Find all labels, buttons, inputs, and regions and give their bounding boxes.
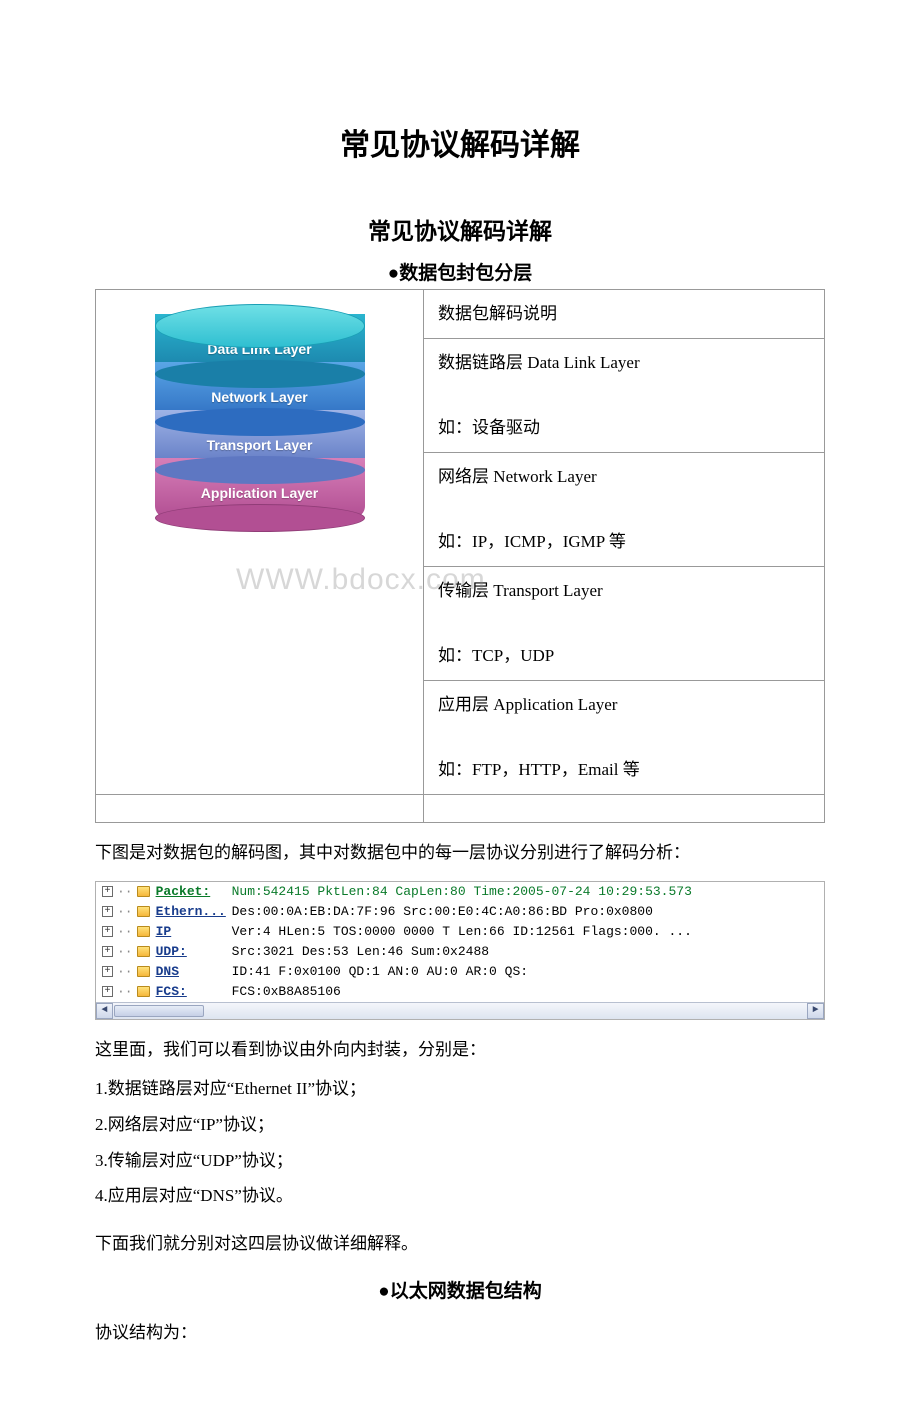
cylinder-label: Application Layer [155, 480, 365, 507]
packet-field-icon [137, 906, 150, 917]
packet-decode-panel: + ·· Packet: Num:542415 PktLen:84 CapLen:80… [95, 881, 825, 1020]
tree-expand-icon[interactable]: + [102, 946, 113, 957]
desc-text: 应用层 Application Layer [438, 695, 617, 714]
decode-detail-text: FCS:0xB8A85106 [232, 983, 341, 1001]
packet-field-icon [137, 946, 150, 957]
paragraph-after: 这里面，我们可以看到协议由外向内封装，分别是： [95, 1032, 825, 1068]
decode-row[interactable]: + ·· FCS: FCS:0xB8A85106 [96, 982, 824, 1002]
tree-connector-icon: ·· [117, 963, 133, 981]
desc-text: 数据包解码说明 [438, 304, 557, 323]
layer-desc-cell: 数据链路层 Data Link Layer 如：设备驱动 [424, 339, 825, 453]
cylinder-top-cap [155, 304, 365, 348]
desc-text: 传输层 Transport Layer [438, 581, 603, 600]
title-sub: 常见协议解码详解 [95, 212, 825, 246]
decode-detail-text: Num:542415 PktLen:84 CapLen:80 Time:2005… [232, 883, 692, 901]
desc-text: 如：FTP，HTTP，Email 等 [438, 760, 640, 779]
tree-connector-icon: ·· [117, 983, 133, 1001]
decode-row[interactable]: + ·· IP Ver:4 HLen:5 TOS:0000 0000 T Len:66… [96, 922, 824, 942]
tree-expand-icon[interactable]: + [102, 906, 113, 917]
protocol-label: UDP: [156, 943, 220, 961]
tree-expand-icon[interactable]: + [102, 886, 113, 897]
layer-cylinder: Data Link Layer Network Layer Transport … [96, 290, 423, 610]
decode-detail-text: ID:41 F:0x0100 QD:1 AN:0 AU:0 AR:0 QS: [232, 963, 528, 981]
cylinder-label: Network Layer [155, 384, 365, 411]
section-heading-layers: ●数据包封包分层 [95, 258, 825, 285]
scroll-right-icon[interactable]: ► [807, 1003, 824, 1019]
protocol-label: Ethern... [156, 903, 220, 921]
desc-text: 如：设备驱动 [438, 418, 540, 437]
packet-field-icon [137, 986, 150, 997]
protocol-label: IP [156, 923, 220, 941]
decode-detail-text: Des:00:0A:EB:DA:7F:96 Src:00:E0:4C:A0:86… [232, 903, 653, 921]
tree-connector-icon: ·· [117, 883, 133, 901]
tree-connector-icon: ·· [117, 903, 133, 921]
tree-expand-icon[interactable]: + [102, 926, 113, 937]
packet-field-icon [137, 926, 150, 937]
tree-expand-icon[interactable]: + [102, 966, 113, 977]
layers-diagram-cell: Data Link Layer Network Layer Transport … [96, 290, 424, 795]
protocol-label: DNS [156, 963, 220, 981]
desc-text: 数据链路层 Data Link Layer [438, 353, 640, 372]
list-item: 3.传输层对应“UDP”协议； [95, 1143, 825, 1179]
decode-row[interactable]: + ·· Packet: Num:542415 PktLen:84 CapLen:80… [96, 882, 824, 902]
layer-desc-cell: 传输层 Transport Layer 如：TCP，UDP [424, 567, 825, 681]
scroll-thumb[interactable] [114, 1005, 204, 1017]
protocol-label: FCS: [156, 983, 220, 1001]
layer-desc-cell: 应用层 Application Layer 如：FTP，HTTP，Email 等 [424, 680, 825, 794]
paragraph-tail: 下面我们就分别对这四层协议做详细解释。 [95, 1226, 825, 1262]
decode-row[interactable]: + ·· UDP: Src:3021 Des:53 Len:46 Sum:0x2488 [96, 942, 824, 962]
numbered-list: 1.数据链路层对应“Ethernet II”协议； 2.网络层对应“IP”协议；… [95, 1071, 825, 1214]
list-item: 1.数据链路层对应“Ethernet II”协议； [95, 1071, 825, 1107]
decode-row[interactable]: + ·· DNS ID:41 F:0x0100 QD:1 AN:0 AU:0 AR:0… [96, 962, 824, 982]
horizontal-scrollbar[interactable]: ◄ ► [96, 1002, 824, 1019]
scroll-left-icon[interactable]: ◄ [96, 1003, 113, 1019]
cylinder-label: Transport Layer [155, 432, 365, 459]
section-heading-ethernet: ●以太网数据包结构 [95, 1276, 825, 1303]
tree-expand-icon[interactable]: + [102, 986, 113, 997]
layers-table: Data Link Layer Network Layer Transport … [95, 289, 825, 823]
decode-row[interactable]: + ·· Ethern... Des:00:0A:EB:DA:7F:96 Src:00… [96, 902, 824, 922]
empty-cell [424, 794, 825, 822]
list-item: 2.网络层对应“IP”协议； [95, 1107, 825, 1143]
tree-connector-icon: ·· [117, 943, 133, 961]
desc-text: 如：IP，ICMP，IGMP 等 [438, 532, 626, 551]
tree-connector-icon: ·· [117, 923, 133, 941]
protocol-label: Packet: [156, 883, 220, 901]
document-page: 常见协议解码详解 常见协议解码详解 ●数据包封包分层 Data Link Lay… [0, 0, 920, 1414]
decode-detail-text: Ver:4 HLen:5 TOS:0000 0000 T Len:66 ID:1… [232, 923, 692, 941]
title-main: 常见协议解码详解 [95, 120, 825, 164]
desc-text: 如：TCP，UDP [438, 646, 554, 665]
packet-field-icon [137, 966, 150, 977]
empty-cell [96, 794, 424, 822]
layer-desc-cell: 网络层 Network Layer 如：IP，ICMP，IGMP 等 [424, 453, 825, 567]
layer-desc-cell: 数据包解码说明 [424, 290, 825, 339]
paragraph-struct: 协议结构为： [95, 1315, 825, 1351]
decode-detail-text: Src:3021 Des:53 Len:46 Sum:0x2488 [232, 943, 489, 961]
list-item: 4.应用层对应“DNS”协议。 [95, 1178, 825, 1214]
paragraph-intro: 下图是对数据包的解码图，其中对数据包中的每一层协议分别进行了解码分析： [95, 835, 825, 871]
packet-field-icon [137, 886, 150, 897]
desc-text: 网络层 Network Layer [438, 467, 597, 486]
